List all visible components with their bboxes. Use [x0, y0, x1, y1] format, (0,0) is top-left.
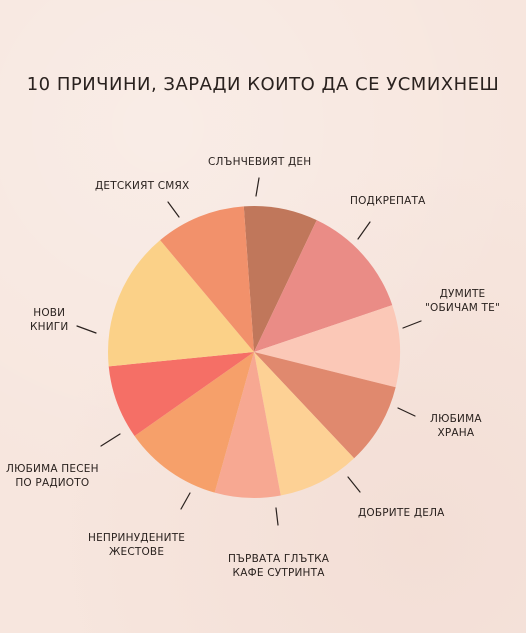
label-gestures: НЕПРИНУДЕНИТЕ ЖЕСТОВЕ — [88, 532, 186, 558]
chart-title: 10 ПРИЧИНИ, ЗАРАДИ КОИТО ДА СЕ УСМИХНЕШ — [26, 74, 500, 95]
pie-slice-favorite-song — [108, 352, 254, 436]
pie-slice-i-love-you — [254, 305, 400, 388]
leader-first-coffee — [275, 507, 279, 526]
leader-child-laughter — [167, 201, 180, 218]
label-favorite-song: ЛЮБИМА ПЕСЕН ПО РАДИОТО — [6, 463, 99, 489]
label-new-books: НОВИ КНИГИ — [30, 307, 69, 333]
leader-favorite-food — [397, 407, 416, 417]
pie-slice-new-books — [108, 240, 255, 367]
label-first-coffee: ПЪРВАТА ГЛЪТКА КАФЕ СУТРИНТА — [228, 553, 330, 579]
pie-slice-sunny-day — [243, 205, 317, 352]
pie-slice-favorite-food — [254, 352, 396, 459]
pie-slice-child-laughter — [160, 206, 254, 352]
leader-sunny-day — [255, 177, 260, 197]
label-favorite-food: ЛЮБИМА ХРАНА — [430, 413, 482, 439]
label-good-deeds: ДОБРИТЕ ДЕЛА — [358, 507, 445, 519]
label-support: ПОДКРЕПАТА — [350, 195, 426, 207]
leader-new-books — [76, 325, 97, 334]
label-child-laughter: ДЕТСКИЯТ СМЯХ — [95, 180, 190, 192]
pie-slice-gestures — [134, 352, 254, 493]
leader-good-deeds — [347, 476, 361, 493]
leader-gestures — [180, 492, 191, 510]
leader-i-love-you — [402, 320, 422, 329]
pie-slice-support — [254, 220, 393, 352]
label-i-love-you: ДУМИТЕ "ОБИЧАМ ТЕ" — [425, 288, 501, 314]
label-sunny-day: СЛЪНЧЕВИЯТ ДЕН — [208, 156, 312, 168]
leader-support — [357, 221, 371, 240]
pie-slice-first-coffee — [214, 352, 281, 498]
leader-favorite-song — [100, 433, 121, 447]
pie-slice-good-deeds — [254, 352, 355, 496]
